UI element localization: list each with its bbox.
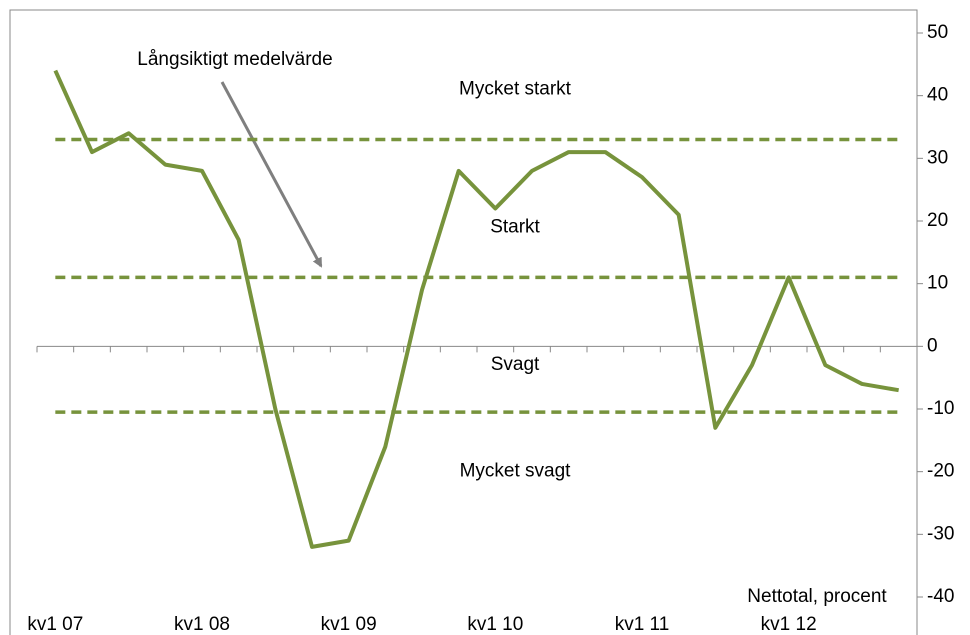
x-tick-label: kv1 08: [174, 614, 230, 635]
annotation: Starkt: [490, 216, 540, 237]
y-tick-label: -20: [927, 461, 954, 482]
x-tick-label: kv1 07: [27, 614, 83, 635]
annotation: Mycket starkt: [459, 78, 572, 99]
line-series: [53, 69, 900, 549]
y-tick-label: 40: [927, 85, 948, 106]
y-tick-label: -40: [927, 586, 954, 607]
x-tick-label: kv1 11: [615, 614, 670, 635]
x-tick-label: kv1 10: [467, 614, 523, 635]
x-tick-label: kv1 09: [321, 614, 377, 635]
y-tick-label: 30: [927, 147, 948, 168]
annotation: Mycket svagt: [460, 461, 572, 482]
y-tick-label: 0: [927, 335, 938, 356]
arrow-label: Långsiktigt medelvärde: [137, 49, 332, 70]
x-tick-label: kv1 12: [761, 614, 817, 635]
annotation: Svagt: [491, 354, 540, 375]
axis-label: Nettotal, procent: [747, 586, 887, 607]
y-tick-label: -10: [927, 398, 954, 419]
plot-frame: [9, 9, 918, 635]
y-tick-label: 50: [927, 22, 948, 43]
y-tick-label: 20: [927, 210, 948, 231]
y-tick-label: -30: [927, 523, 954, 544]
y-tick-label: 10: [927, 273, 948, 294]
arrow: [220, 81, 323, 268]
